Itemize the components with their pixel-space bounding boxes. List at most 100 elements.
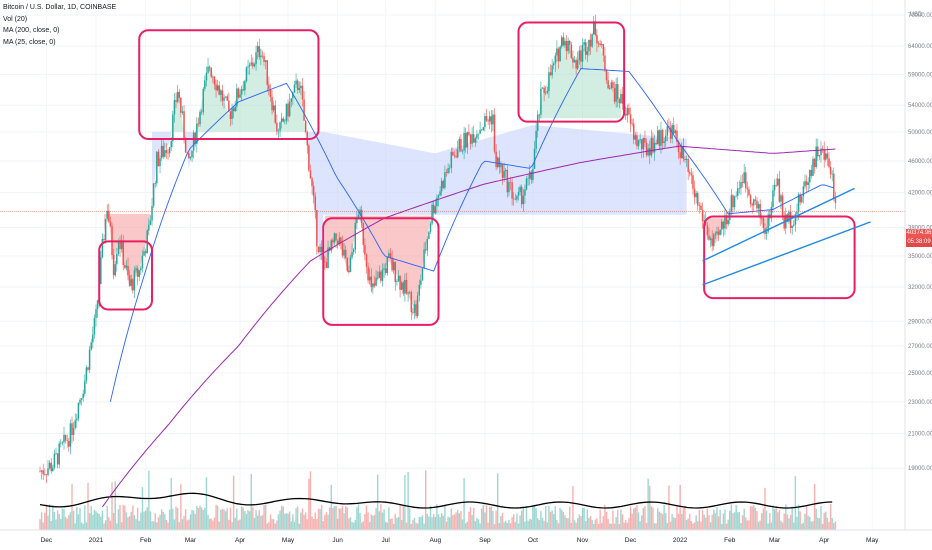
- candle-body: [160, 145, 163, 159]
- time-tick-label: 2021: [89, 537, 104, 544]
- trend-line[interactable]: [702, 187, 855, 262]
- price-tick-label: 35000.00: [908, 254, 932, 260]
- volume-bar: [589, 516, 592, 530]
- ma25-indicator-label[interactable]: MA (25, close, 0): [3, 38, 56, 46]
- volume-bar: [569, 506, 571, 530]
- volume-bar: [108, 517, 110, 530]
- volume-bar: [473, 507, 475, 530]
- candle-body: [735, 195, 737, 197]
- volume-bar: [296, 506, 299, 530]
- candle-body: [681, 146, 683, 159]
- volume-bar: [810, 521, 813, 530]
- candle-body: [524, 189, 526, 196]
- candle-body: [468, 132, 470, 135]
- candle-body: [455, 156, 457, 158]
- volume-bar: [408, 508, 411, 530]
- volume-bar: [794, 476, 797, 530]
- volume-bar: [338, 508, 340, 530]
- candle-body: [802, 186, 805, 197]
- volume-bar: [455, 512, 457, 530]
- candle-body: [618, 99, 621, 103]
- annotation-rectangle[interactable]: [322, 217, 440, 326]
- volume-bar: [813, 483, 816, 530]
- volume-bar: [332, 507, 334, 530]
- candle-body: [56, 453, 59, 465]
- volume-bar: [442, 515, 444, 530]
- volume-bar: [777, 512, 779, 530]
- candle-body: [378, 271, 381, 278]
- price-axis[interactable]: 19000.00 21000.00 23000.00 25000.00 27000.00…: [908, 13, 932, 472]
- annotation-rectangle[interactable]: [98, 240, 154, 311]
- volume-bar: [348, 518, 350, 530]
- volume-bar: [477, 519, 480, 530]
- volume-bar: [735, 504, 737, 530]
- volume-bar: [56, 510, 59, 530]
- candle-body: [380, 271, 382, 281]
- volume-bar: [828, 521, 830, 530]
- candle-body: [682, 146, 685, 159]
- volume-bar: [244, 511, 246, 530]
- candle-body: [319, 246, 321, 253]
- trend-line[interactable]: [702, 221, 871, 286]
- candle-body: [148, 224, 150, 231]
- candle-body: [695, 193, 697, 198]
- candle-body: [701, 209, 704, 222]
- candle-body: [104, 218, 107, 241]
- volume-bar: [314, 512, 316, 530]
- annotation-rectangle[interactable]: [703, 215, 856, 300]
- volume-bar: [487, 522, 489, 530]
- candle-body: [426, 238, 429, 251]
- volume-bar: [426, 513, 428, 530]
- candle-body: [349, 257, 352, 273]
- volume-indicator-label[interactable]: Vol (20): [3, 15, 28, 23]
- candle-body: [653, 142, 656, 153]
- ma200-indicator-label[interactable]: MA (200, close, 0): [3, 27, 60, 34]
- candle-body: [634, 135, 637, 140]
- candle-body: [538, 114, 541, 116]
- volume-bar: [642, 507, 645, 530]
- candle-body: [753, 199, 755, 206]
- volume-bar: [762, 508, 765, 530]
- candle-body: [804, 181, 806, 187]
- volume-bar: [114, 481, 116, 530]
- candle-body: [490, 116, 493, 125]
- annotation-rectangle[interactable]: [517, 21, 626, 123]
- candle-body: [224, 96, 227, 98]
- candle-body: [192, 132, 195, 151]
- volume-bar: [684, 505, 686, 530]
- candle-body: [576, 59, 579, 69]
- volume-bar: [213, 517, 216, 530]
- annotation-rectangle[interactable]: [138, 29, 320, 140]
- candle-body: [599, 43, 601, 46]
- annotation-boxes[interactable]: [98, 21, 856, 326]
- volume-bar: [522, 506, 525, 530]
- volume-bar: [220, 509, 222, 530]
- volume-bar: [489, 506, 491, 530]
- time-axis[interactable]: Dec 2021 Feb Mar Apr May Jun Jul Aug Sep Oct Nov Dec…: [41, 537, 879, 544]
- candle-body: [434, 206, 437, 214]
- volume-bar: [764, 487, 766, 530]
- candle-body: [644, 137, 646, 143]
- candle-body: [234, 106, 236, 112]
- volume-bar: [468, 511, 470, 530]
- candle-body: [178, 91, 180, 98]
- candle-body: [429, 223, 432, 232]
- candle-body: [815, 146, 817, 167]
- volume-bar: [293, 521, 296, 530]
- candle-body: [834, 198, 837, 203]
- symbol-title[interactable]: Bitcoin / U.S. Dollar, 1D, COINBASE: [3, 4, 117, 11]
- candle-body: [605, 70, 608, 81]
- candle-body: [260, 55, 262, 57]
- volume-bar: [93, 509, 96, 530]
- candle-body: [442, 180, 445, 188]
- volume-bar: [412, 520, 414, 530]
- candle-body: [304, 120, 307, 133]
- volume-bar: [732, 513, 734, 530]
- volume-bar: [661, 513, 664, 530]
- candle-body: [687, 158, 689, 173]
- volume-bar: [320, 504, 323, 530]
- candle-body: [444, 172, 446, 188]
- volume-bar: [796, 516, 798, 530]
- trend-lines[interactable]: [702, 187, 871, 286]
